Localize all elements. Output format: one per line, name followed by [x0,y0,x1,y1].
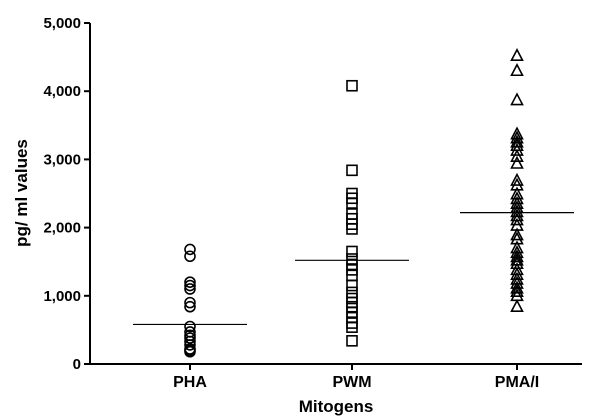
y-axis-title: pg/ ml values [12,139,31,247]
triangle-marker [510,227,524,241]
x-tick-label: PMA/I [495,374,539,391]
y-axis: 0 1,000 2,000 3,000 4,000 5,000 [43,15,91,373]
x-axis-title: Mitogens [299,397,374,416]
y-tick-label: 2,000 [43,220,81,237]
data-points [184,48,524,358]
triangle-marker [510,134,524,148]
square-marker [346,223,358,235]
y-tick-label: 4,000 [43,83,81,100]
triangle-marker [510,249,524,263]
circle-marker [184,332,196,344]
triangle-marker [510,142,524,156]
circle-marker [184,250,196,263]
triangle-marker [510,155,524,169]
triangle-marker [510,148,524,162]
triangle-marker [510,280,524,294]
triangle-marker [510,298,524,313]
square-marker [346,321,358,333]
triangle-marker [510,212,524,226]
square-marker [346,245,358,258]
x-tick-label: PWM [332,374,371,391]
y-tick-label: 3,000 [43,151,81,168]
y-tick-label: 0 [73,356,81,373]
square-marker [346,296,358,309]
circle-marker [184,279,196,292]
triangle-marker [510,275,524,289]
circle-marker [184,283,196,295]
square-marker [346,279,358,292]
triangle-marker [510,92,524,106]
square-marker [346,197,358,209]
x-tick-label: PHA [173,374,207,391]
triangle-marker [510,204,524,218]
circle-marker [184,320,196,333]
mean-lines [133,211,574,326]
triangle-marker [510,63,524,77]
triangle-marker [510,283,524,298]
x-axis: PHA PWM PMA/I [90,363,582,391]
y-tick-label: 5,000 [43,15,81,32]
triangle-marker [510,172,524,186]
triangle-marker [510,130,524,144]
triangle-marker [510,196,524,210]
y-tick-label: 1,000 [43,288,81,305]
circle-marker [184,243,196,256]
circle-marker [184,345,196,358]
square-marker [346,79,358,92]
square-marker [346,164,358,177]
circle-marker [184,276,196,288]
triangle-marker [510,48,524,62]
circle-marker [184,300,196,313]
square-marker [346,286,358,299]
circle-marker [184,339,196,351]
circle-marker [184,296,196,309]
square-marker [346,335,358,347]
